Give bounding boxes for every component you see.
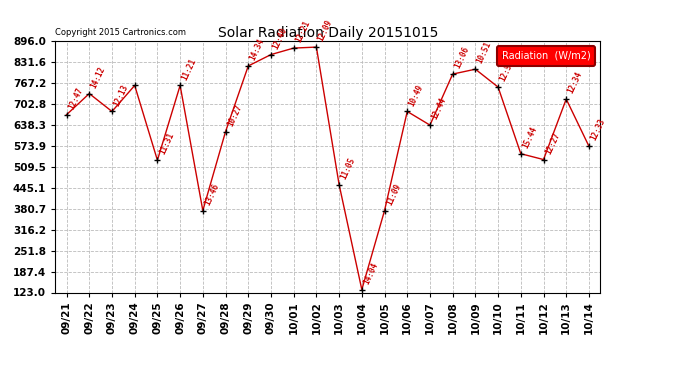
Text: 10:27: 10:27 xyxy=(226,103,244,128)
Text: 12:09: 12:09 xyxy=(317,18,335,43)
Text: 10:49: 10:49 xyxy=(407,83,425,108)
Text: 11:09: 11:09 xyxy=(384,182,402,207)
Text: Copyright 2015 Cartronics.com: Copyright 2015 Cartronics.com xyxy=(55,28,186,37)
Text: 13:06: 13:06 xyxy=(453,45,471,70)
Text: 12:40: 12:40 xyxy=(271,26,289,51)
Text: 12:44: 12:44 xyxy=(430,96,448,121)
Text: 13:46: 13:46 xyxy=(203,182,221,207)
Text: 11:31: 11:31 xyxy=(157,132,175,156)
Text: 12:47: 12:47 xyxy=(66,86,84,111)
Text: 12:27: 12:27 xyxy=(544,131,562,156)
Text: 11:21: 11:21 xyxy=(180,57,198,81)
Text: 14:04: 14:04 xyxy=(362,261,380,286)
Text: 11:05: 11:05 xyxy=(339,156,357,181)
Text: 12:33: 12:33 xyxy=(589,118,607,142)
Text: 10:51: 10:51 xyxy=(475,40,493,65)
Text: 12:34: 12:34 xyxy=(566,70,584,95)
Text: 12:13: 12:13 xyxy=(112,83,130,108)
Text: 15:44: 15:44 xyxy=(521,125,539,150)
Text: 12:55: 12:55 xyxy=(498,58,516,83)
Title: Solar Radiation Daily 20151015: Solar Radiation Daily 20151015 xyxy=(217,26,438,40)
Text: 14:34: 14:34 xyxy=(248,37,266,62)
Text: 14:12: 14:12 xyxy=(89,65,107,90)
Text: 12:21: 12:21 xyxy=(294,20,312,44)
Legend: Radiation  (W/m2): Radiation (W/m2) xyxy=(497,46,595,66)
